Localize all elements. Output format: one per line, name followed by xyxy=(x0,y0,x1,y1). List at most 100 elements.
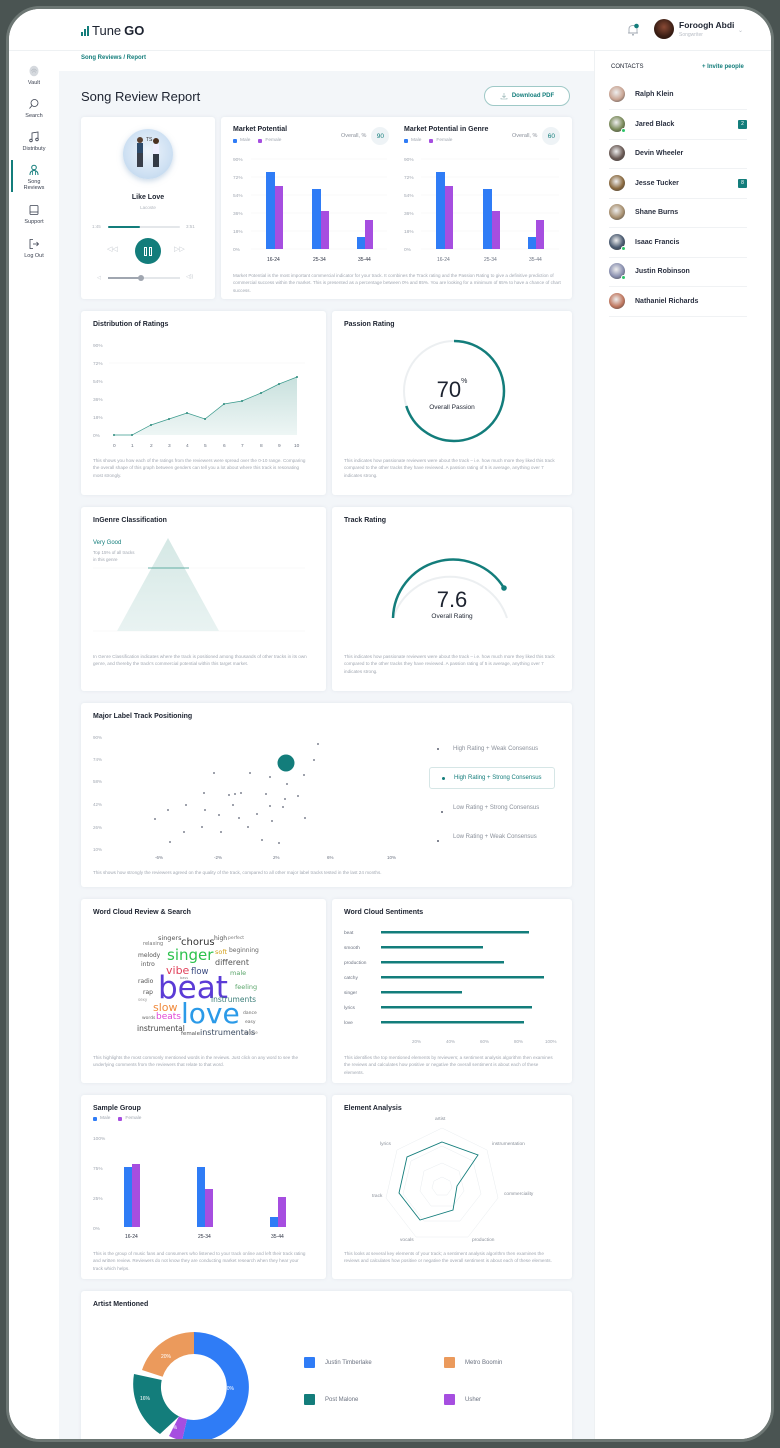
positioning-card: Major Label Track Positioning 90% 74% 58% 4… xyxy=(81,703,572,887)
word-cloud-word[interactable]: flow xyxy=(191,967,209,977)
element-analysis-radar-chart: artist instrumentation commerciality produc… xyxy=(372,1116,534,1243)
market-potential-description: Market Potential is the most important c… xyxy=(233,273,561,293)
svg-text:74%: 74% xyxy=(93,757,102,762)
volume-slider[interactable] xyxy=(108,275,180,281)
app-window: Tune GO Foroogh Abdi Songwriter ⌄ Vault S… xyxy=(6,6,774,1442)
contact-row[interactable]: Devin Wheeler xyxy=(609,140,747,169)
contacts-panel: CONTACTS + Invite people Ralph Klein Jare… xyxy=(594,51,771,1439)
word-cloud-word[interactable]: beat xyxy=(158,970,228,1006)
contact-row[interactable]: Isaac Francis xyxy=(609,229,747,258)
user-name[interactable]: Foroogh Abdi xyxy=(679,20,735,30)
sidebar-item-log-out[interactable]: Log Out xyxy=(9,238,59,259)
duration-time: 3:51 xyxy=(186,224,195,229)
word-cloud-word[interactable]: relaxing xyxy=(143,941,164,947)
svg-text:18%: 18% xyxy=(233,229,243,235)
logo-text-light: Tune xyxy=(92,23,122,38)
contact-row[interactable]: Nathaniel Richards xyxy=(609,288,747,317)
rewind-icon[interactable]: ◁◁ xyxy=(107,246,118,253)
positioning-scatter-chart: 90% 74% 58% 42% 26% 10% -6% -2% 2% 6% 10% xyxy=(93,735,396,860)
contact-row[interactable]: Jared Black 2 xyxy=(609,111,747,140)
svg-text:26%: 26% xyxy=(93,825,102,830)
svg-text:72%: 72% xyxy=(404,175,414,181)
contact-name: Ralph Klein xyxy=(635,91,674,98)
svg-text:36%: 36% xyxy=(93,397,103,403)
word-cloud-word[interactable]: male xyxy=(230,969,247,977)
word-cloud-word[interactable]: instrumentals xyxy=(200,1028,256,1037)
word-cloud-word[interactable]: high xyxy=(214,935,228,942)
word-cloud-word[interactable]: bass xyxy=(180,976,189,980)
chevron-down-icon[interactable]: ⌄ xyxy=(738,28,744,34)
word-cloud-word[interactable]: sexy xyxy=(138,997,148,1002)
online-status-icon xyxy=(621,245,626,251)
svg-text:singer: singer xyxy=(344,990,357,996)
scatter-legend-dot-icon xyxy=(441,811,443,813)
svg-text:beat: beat xyxy=(344,930,354,936)
svg-text:0%: 0% xyxy=(404,247,412,253)
word-cloud-word[interactable]: singer xyxy=(167,946,214,964)
word-cloud[interactable]: singers relaxing chorus high perfect melody si… xyxy=(81,933,326,1043)
positioning-title: Major Label Track Positioning xyxy=(93,713,193,720)
svg-text:TS: TS xyxy=(146,137,153,143)
progress-slider[interactable] xyxy=(108,226,180,228)
passion-description: This indicates how passionate reviewers … xyxy=(344,458,555,478)
word-cloud-word[interactable]: instrumental xyxy=(137,1024,185,1033)
legend-usher[interactable]: Usher xyxy=(444,1394,481,1405)
logo[interactable]: Tune GO xyxy=(81,23,144,38)
word-cloud-word[interactable]: rap xyxy=(143,989,153,996)
contact-row[interactable]: Shane Burns xyxy=(609,199,747,228)
word-cloud-word[interactable]: easy xyxy=(245,1020,256,1025)
word-cloud-word[interactable]: feeling xyxy=(235,983,258,991)
market-potential-card: Market Potential Male Female Overall, % 9… xyxy=(221,117,572,299)
word-cloud-word[interactable]: singers xyxy=(158,934,182,942)
word-cloud-word[interactable]: melody xyxy=(138,952,161,959)
download-pdf-button[interactable]: Download PDF xyxy=(484,86,570,106)
word-cloud-word[interactable]: unique xyxy=(244,1030,258,1035)
breadcrumb[interactable]: Song Reviews / Report xyxy=(81,55,147,61)
svg-text:0%: 0% xyxy=(93,433,101,439)
legend-metro-boomin[interactable]: Metro Boomin xyxy=(444,1357,502,1368)
word-cloud-word[interactable]: soft xyxy=(215,948,228,956)
invite-people-link[interactable]: + Invite people xyxy=(702,64,744,70)
legend-swatch xyxy=(444,1357,455,1368)
word-cloud-word[interactable]: dance xyxy=(243,1011,257,1016)
legend-low-strong[interactable]: Low Rating + Strong Consensus xyxy=(429,797,555,819)
notification-bell-icon[interactable] xyxy=(626,23,640,37)
word-cloud-word[interactable]: love xyxy=(181,997,240,1030)
word-cloud-word[interactable]: perfect xyxy=(228,936,245,941)
word-cloud-word[interactable]: chorus xyxy=(181,937,215,948)
contact-row[interactable]: Ralph Klein xyxy=(609,81,747,110)
track-rating-label: Overall Rating xyxy=(431,613,473,620)
word-cloud-word[interactable]: words xyxy=(142,1016,156,1021)
svg-text:9: 9 xyxy=(278,443,281,449)
legend-high-weak[interactable]: High Rating + Weak Consensus xyxy=(429,738,555,760)
word-cloud-word[interactable]: vibe xyxy=(166,964,190,977)
svg-text:16%: 16% xyxy=(140,1396,151,1402)
word-cloud-word[interactable]: intro xyxy=(141,961,155,968)
word-cloud-word[interactable]: instruments xyxy=(211,995,257,1004)
word-cloud-description: This highlights the most commonly mentio… xyxy=(93,1055,299,1068)
svg-text:production: production xyxy=(472,1237,495,1243)
word-cloud-word[interactable]: beginning xyxy=(229,947,259,954)
sidebar-item-support[interactable]: Support xyxy=(9,204,59,225)
legend-high-strong[interactable]: High Rating + Strong Consensus xyxy=(429,767,555,789)
sidebar-item-search[interactable]: Search xyxy=(9,98,59,119)
legend-low-weak[interactable]: Low Rating + Weak Consensus xyxy=(429,826,555,848)
sidebar-item-song-reviews[interactable]: Song Reviews xyxy=(9,160,59,192)
word-cloud-word[interactable]: slow xyxy=(153,1001,178,1014)
legend-justin-timberlake[interactable]: Justin Timberlake xyxy=(304,1357,372,1368)
sidebar-item-distributy[interactable]: Distributy xyxy=(9,131,59,152)
sidebar-item-vault[interactable]: Vault xyxy=(9,65,59,86)
word-cloud-word[interactable]: different xyxy=(215,958,249,967)
legend-post-malone[interactable]: Post Malone xyxy=(304,1394,358,1405)
word-cloud-word[interactable]: radio xyxy=(138,978,154,985)
sentiments-card: Word Cloud Sentiments beat smooth producti… xyxy=(332,899,572,1083)
svg-text:lyrics: lyrics xyxy=(344,1005,356,1011)
contact-row[interactable]: Jesse Tucker 8 xyxy=(609,170,747,199)
pause-button[interactable] xyxy=(135,238,161,264)
contact-row[interactable]: Justin Robinson xyxy=(609,258,747,287)
word-cloud-word[interactable]: beats xyxy=(156,1012,181,1022)
forward-icon[interactable]: ▷▷ xyxy=(174,246,185,253)
user-avatar[interactable] xyxy=(654,19,674,39)
highlighted-track-point xyxy=(277,754,295,772)
word-cloud-word[interactable]: female xyxy=(181,1031,200,1037)
